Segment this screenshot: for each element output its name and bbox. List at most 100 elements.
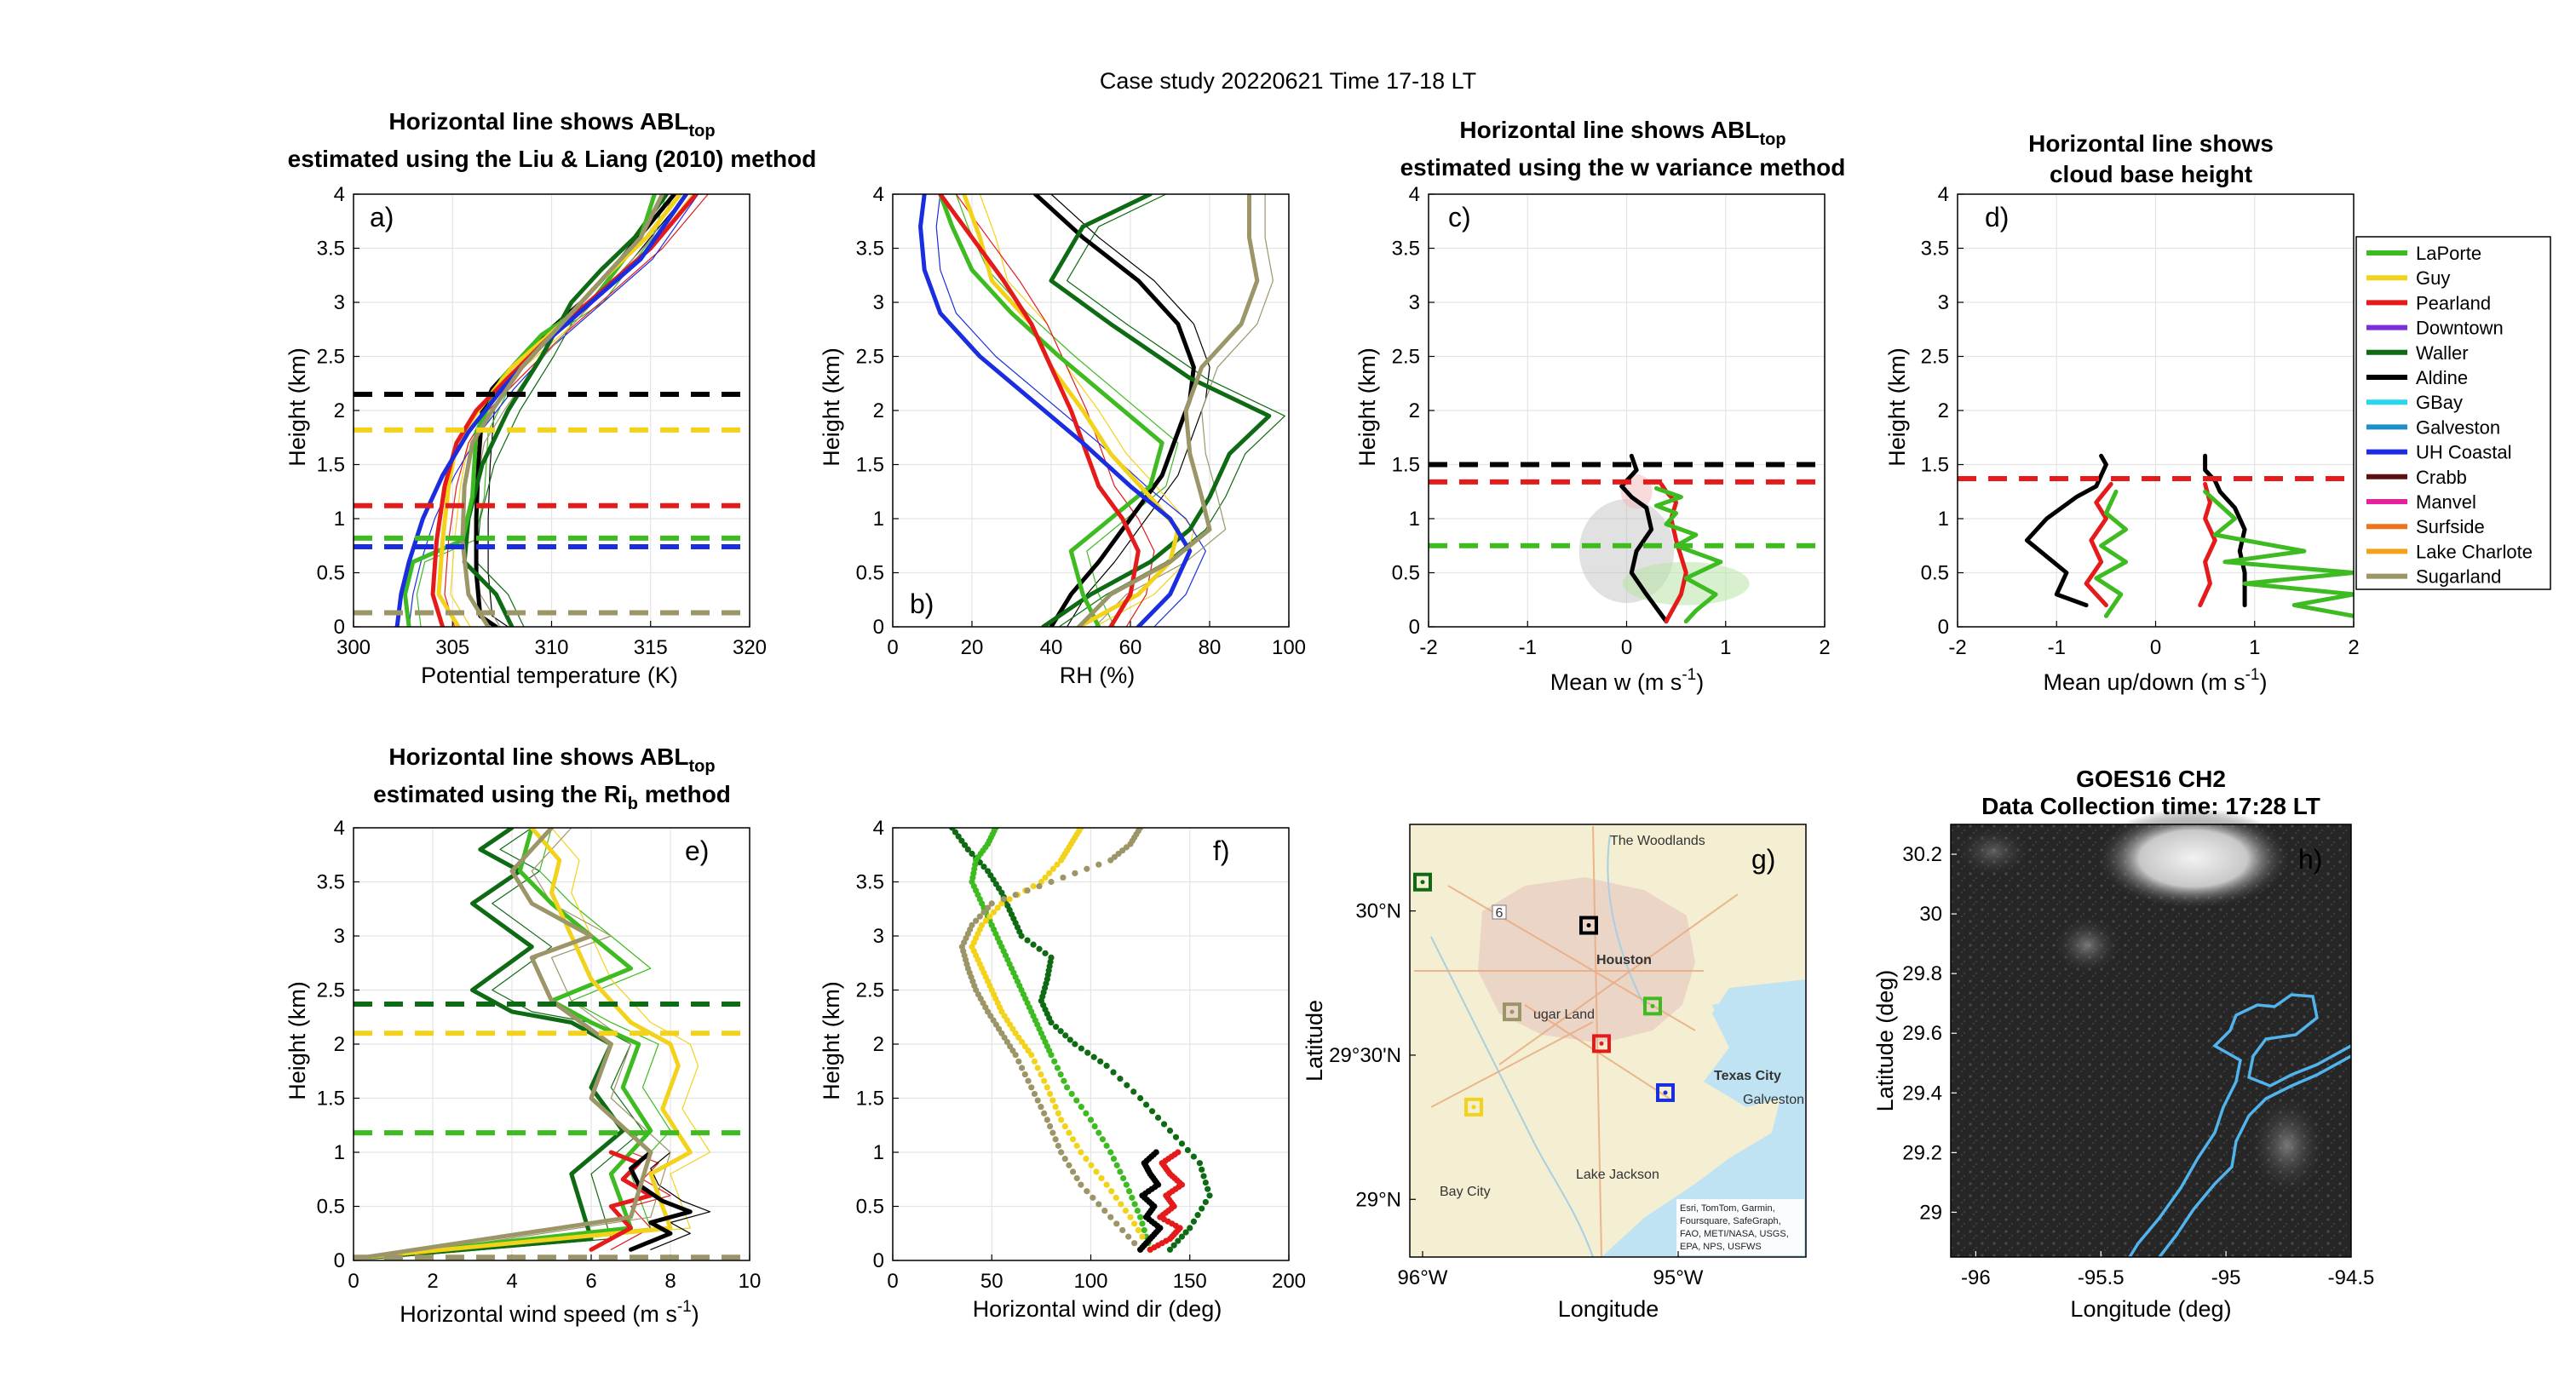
series-line-pearland bbox=[2084, 481, 2113, 608]
panel-d-title-line1: Horizontal line shows bbox=[2028, 130, 2274, 157]
map-roads bbox=[1414, 825, 1739, 1258]
map-place-houston: Houston bbox=[1596, 953, 1652, 967]
scatter-point-waller bbox=[1202, 1179, 1209, 1186]
y-tick-label: 3.5 bbox=[1921, 238, 1949, 261]
x-tick-label: 20 bbox=[961, 636, 984, 659]
y-tick-label: 3 bbox=[873, 925, 884, 948]
scatter-point-guy bbox=[1025, 1048, 1032, 1054]
scatter-point-guy bbox=[982, 917, 989, 924]
station-marker-guy bbox=[1464, 1097, 1483, 1117]
panel-e-marks bbox=[354, 828, 750, 1260]
y-tick-label: 2 bbox=[873, 399, 884, 422]
y-tick-label: 1.5 bbox=[856, 454, 884, 477]
legend-label: Surfside bbox=[2416, 516, 2485, 537]
station-dot-pearland bbox=[1599, 1041, 1604, 1046]
panel-h-plot: -96 -95.5 -95 -94.5 29 29.2 29.4 29.6 29.8 30 30.2 bbox=[1902, 843, 2374, 1289]
scatter-point-waller bbox=[1042, 950, 1049, 956]
y-tick-label: 2.5 bbox=[856, 346, 884, 369]
scatter-point-sugarland bbox=[1015, 1058, 1022, 1065]
y-tick-label: 3 bbox=[873, 291, 884, 314]
scatter-point-guy bbox=[1049, 865, 1056, 872]
legend-label: Crabb bbox=[2416, 467, 2467, 488]
y-tick-label: 30°N bbox=[1355, 900, 1401, 923]
scatter-point-pearland bbox=[1175, 1149, 1182, 1156]
scatter-point-guy bbox=[1061, 1122, 1068, 1130]
legend-label: Pearland bbox=[2416, 292, 2491, 313]
panel-f-plot: 0 50 100 150 200 0 0.5 1 1.5 2 2.5 3 3.5 4 bbox=[856, 817, 1306, 1293]
scatter-point-guy bbox=[990, 909, 998, 916]
scatter-point-waller bbox=[958, 837, 965, 844]
y-tick-label: 3.5 bbox=[317, 238, 345, 261]
x-tick-label: 200 bbox=[1272, 1270, 1306, 1293]
series-line-aldine bbox=[1619, 453, 1669, 624]
legend-label: Downtown bbox=[2416, 318, 2504, 339]
legend-entry: Crabb bbox=[2366, 467, 2467, 488]
y-tick-label: 0.5 bbox=[317, 562, 345, 585]
series-line-waller bbox=[1041, 194, 1272, 627]
x-tick-label: 0 bbox=[1621, 636, 1632, 659]
scatter-point-guy bbox=[1108, 1188, 1115, 1195]
x-tick-label: 0 bbox=[887, 1270, 898, 1293]
panel-h-title-line1: GOES16 CH2 bbox=[2076, 766, 2226, 792]
series-line-guy bbox=[363, 828, 693, 1260]
scatter-point-waller bbox=[980, 864, 987, 870]
series-line-uh-coastal bbox=[394, 194, 689, 627]
scatter-point-guy bbox=[1006, 896, 1013, 903]
panel-h-xlabel: Longitude (deg) bbox=[2070, 1296, 2231, 1322]
scatter-point-sugarland bbox=[1058, 1149, 1065, 1156]
series-line-guy bbox=[962, 194, 1181, 627]
station-marker-pearland bbox=[1592, 1034, 1611, 1053]
series-line-sugarland bbox=[363, 828, 653, 1260]
panel-c-xlabel: Mean w (m s-1) bbox=[1550, 666, 1704, 695]
scatter-point-waller bbox=[1154, 1114, 1162, 1121]
map-place-woodlands: The Woodlands bbox=[1610, 834, 1705, 848]
panel-f-marks bbox=[949, 828, 1213, 1253]
coastline bbox=[2128, 993, 2352, 1259]
y-tick-label: 1 bbox=[1938, 508, 1949, 531]
scatter-point-waller bbox=[1190, 1218, 1197, 1225]
station-marker-uh-coastal bbox=[1656, 1082, 1675, 1102]
scatter-point-sugarland bbox=[1000, 896, 1007, 903]
scatter-point-sugarland bbox=[1049, 1129, 1056, 1136]
scatter-point-waller bbox=[962, 841, 969, 848]
station-dot-guy bbox=[1471, 1105, 1476, 1110]
scatter-point-waller bbox=[1137, 1094, 1144, 1102]
y-tick-label: 1.5 bbox=[856, 1088, 884, 1111]
y-tick-label: 0 bbox=[334, 616, 345, 639]
series-spread-laporte bbox=[955, 194, 1179, 627]
scatter-point-waller bbox=[964, 846, 971, 853]
scatter-point-guy bbox=[1131, 1220, 1138, 1227]
map-rivers bbox=[1430, 834, 1645, 1258]
scatter-point-waller bbox=[1030, 941, 1037, 948]
x-tick-label: -96 bbox=[1961, 1266, 1991, 1289]
series-line-sugarland bbox=[460, 194, 665, 627]
scatter-point-waller bbox=[1200, 1173, 1207, 1180]
scatter-point-sugarland bbox=[1048, 878, 1055, 886]
legend-label: LaPorte bbox=[2416, 243, 2481, 264]
series-line-waller bbox=[371, 828, 625, 1260]
y-tick-label: 1 bbox=[1409, 508, 1420, 531]
y-tick-label: 1 bbox=[873, 508, 884, 531]
scatter-point-guy bbox=[1042, 874, 1049, 881]
x-tick-label: 1 bbox=[2249, 636, 2260, 659]
scatter-point-sugarland bbox=[969, 921, 975, 928]
panel-e-label: e) bbox=[685, 835, 709, 866]
legend-label: UH Coastal bbox=[2416, 442, 2511, 463]
map-urban-area bbox=[1478, 877, 1695, 1043]
map-place-baycity: Bay City bbox=[1440, 1185, 1491, 1199]
scatter-point-laporte bbox=[1078, 1104, 1084, 1111]
x-tick-label: 50 bbox=[980, 1270, 1003, 1293]
scatter-point-sugarland bbox=[1131, 1240, 1138, 1247]
panel-c-ylabel: Height (km) bbox=[1354, 347, 1380, 467]
x-tick-label: 320 bbox=[733, 636, 767, 659]
scatter-point-sugarland bbox=[1052, 1136, 1059, 1143]
x-tick-label: 305 bbox=[435, 636, 469, 659]
scatter-point-guy bbox=[1018, 1038, 1026, 1046]
scatter-point-waller bbox=[1190, 1153, 1197, 1160]
panel-d-marks bbox=[1958, 453, 2354, 618]
panel-g-plot: 96°W 95°W 29°N 29°30'N 30°N bbox=[1329, 872, 1704, 1289]
scatter-point-sugarland bbox=[1072, 870, 1078, 876]
scatter-point-laporte bbox=[1099, 1136, 1107, 1143]
scatter-point-waller bbox=[1184, 1146, 1192, 1154]
